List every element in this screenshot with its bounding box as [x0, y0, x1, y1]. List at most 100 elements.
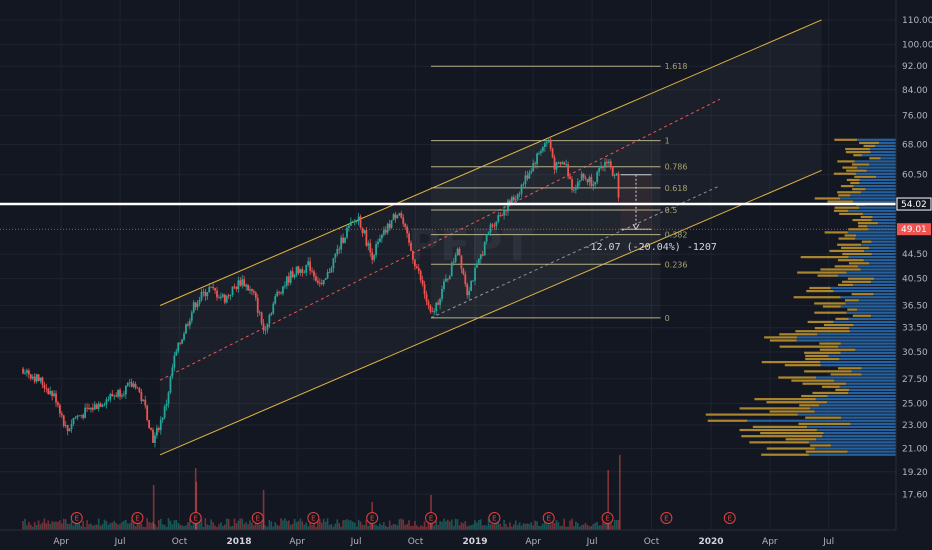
volume-profile-bar [785, 438, 817, 441]
volume-profile-bar [821, 385, 840, 388]
candle-body [90, 407, 92, 410]
volume-profile-bar [869, 246, 896, 249]
candle-body [588, 177, 591, 183]
volume-bar [179, 524, 181, 530]
volume-profile-bar [842, 280, 872, 283]
candle-body [221, 294, 224, 297]
volume-profile-bar [805, 416, 841, 419]
candle-body [615, 173, 618, 176]
candle-body [412, 250, 414, 260]
volume-bar [584, 522, 587, 530]
volume-bar [503, 519, 505, 530]
earnings-marker-label: E [193, 515, 197, 523]
volume-profile-bar [797, 413, 896, 416]
volume-profile-bar [805, 450, 848, 453]
volume-bar [355, 526, 358, 530]
time-axis-panel[interactable] [0, 530, 932, 550]
candle-body [155, 427, 158, 436]
candle-body [371, 252, 374, 260]
volume-profile-bar [861, 373, 896, 376]
volume-profile-bar [867, 225, 896, 228]
price-axis-panel[interactable] [896, 0, 932, 530]
volume-profile-bar [820, 364, 896, 367]
volume-profile-bar [819, 342, 841, 345]
volume-bar [241, 518, 244, 530]
volume-bar [495, 520, 498, 530]
fib-retracement[interactable]: 1.618 1 0.786 0.618 0.5 0.382 0.236 0 [431, 62, 687, 323]
volume-bar [611, 525, 614, 530]
volume-bar [466, 526, 469, 530]
volume-bar [128, 523, 131, 530]
volume-bar [551, 519, 554, 530]
candle-body [534, 163, 537, 165]
candle-body [526, 175, 529, 179]
time-axis-tick-label: Oct [172, 537, 188, 547]
candle-body [80, 414, 83, 416]
volume-profile-bar [879, 141, 896, 144]
channel-upper-line [159, 19, 822, 306]
candle-body [202, 291, 205, 293]
volume-bar [117, 524, 119, 530]
horizontal-line[interactable] [0, 202, 896, 230]
volume-profile-bar [871, 240, 896, 243]
regression-channel[interactable] [159, 19, 822, 456]
volume-bar [289, 524, 292, 530]
volume-profile-bar [864, 249, 896, 253]
earnings-marker-label: E [74, 515, 78, 523]
volume-profile-bar [845, 302, 896, 305]
volume-bar [507, 526, 509, 530]
candle-body [53, 393, 55, 397]
candle-body [413, 259, 416, 267]
volume-bar [299, 518, 302, 530]
volume-bar [456, 519, 459, 530]
volume-bar [518, 522, 521, 530]
volume-bar [270, 521, 273, 530]
volume-profile-bar [835, 388, 850, 391]
volume-bar [214, 525, 216, 530]
volume-bar [311, 524, 313, 530]
volume-bar [187, 522, 189, 530]
volume-profile-bar [800, 256, 849, 259]
volume-bar [295, 522, 298, 530]
earnings-marker-label: E [370, 515, 374, 523]
volume-bar [417, 526, 420, 530]
candle-body [113, 395, 116, 397]
candle-body [495, 221, 498, 227]
volume-bar [136, 518, 139, 530]
candle-body [476, 263, 478, 268]
candle-body [188, 320, 191, 326]
volume-profile-bar [805, 354, 829, 358]
candle-body [431, 311, 434, 313]
volume-profile-bar [830, 286, 896, 290]
volume-bar [305, 522, 308, 530]
candle-body [35, 374, 38, 382]
volume-profile-bar [807, 425, 896, 429]
time-axis-tick-label: 2018 [226, 537, 251, 547]
candle-body [187, 324, 189, 326]
volume-profile-bar [850, 194, 896, 197]
volume-profile-bar [870, 151, 896, 154]
volume-profile-bar [795, 330, 850, 333]
volume-bar [511, 526, 513, 530]
volume-bar [334, 523, 337, 530]
volume-profile-bar [846, 178, 860, 182]
candle-body [103, 404, 106, 406]
candle-body [311, 270, 313, 272]
volume-bar [450, 519, 453, 530]
volume-profile-bar [851, 370, 896, 373]
volume-profile-bar [838, 237, 856, 240]
price-axis-tick-label: 23.00 [902, 421, 928, 431]
volume-bar [146, 518, 148, 530]
price-range-measure[interactable]: -12.07 (-20.04%) -1207 [584, 174, 717, 254]
volume-profile-bar [853, 185, 896, 188]
candle-body [24, 372, 26, 374]
candle-body [423, 284, 426, 295]
volume-bar [92, 525, 94, 530]
volume-profile-bar [802, 382, 847, 385]
candle-body [483, 241, 486, 256]
candle-body [590, 177, 593, 186]
volume-profile-bar [856, 234, 896, 237]
candle-body [384, 230, 387, 233]
candle-body [481, 254, 484, 256]
